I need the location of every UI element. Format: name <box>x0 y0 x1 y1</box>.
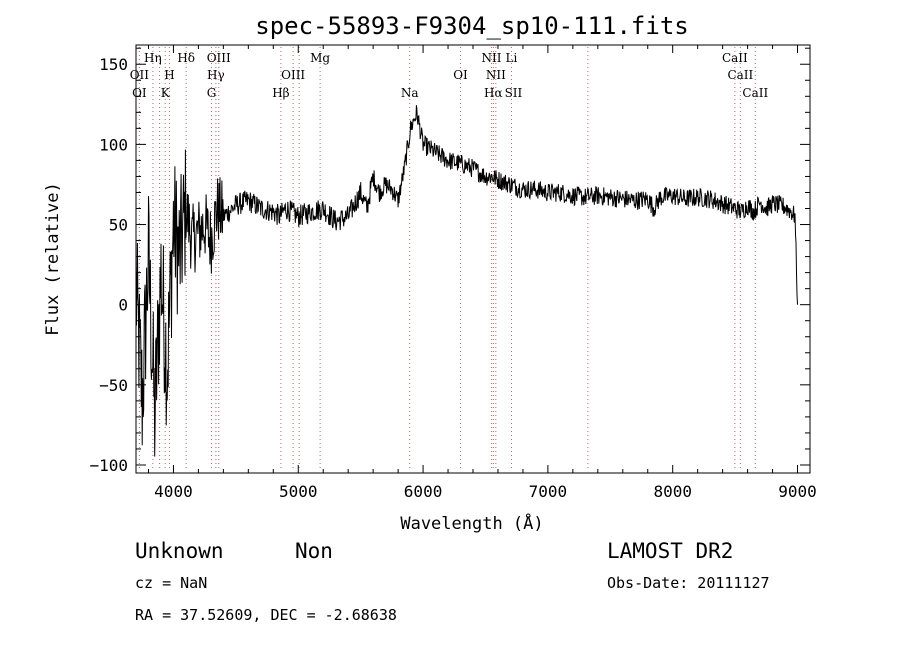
obs-date: Obs-Date: 20111127 <box>607 574 770 592</box>
y-tick-label: −50 <box>99 376 128 395</box>
line-label: H <box>164 68 174 82</box>
line-label: K <box>161 86 171 100</box>
line-label: Hδ <box>177 51 195 65</box>
survey-name: LAMOST DR2 <box>607 539 733 563</box>
x-axis-label: Wavelength (Å) <box>400 512 543 534</box>
line-label: SII <box>505 86 523 100</box>
x-tick-label: 6000 <box>404 482 443 501</box>
line-label: Li <box>506 51 518 65</box>
y-tick-label: −100 <box>89 456 128 475</box>
y-tick-label: 50 <box>109 216 128 235</box>
line-label: CaII <box>742 86 768 100</box>
coordinates: RA = 37.52609, DEC = -2.68638 <box>135 606 397 624</box>
line-label: OI <box>132 86 147 100</box>
line-label: G <box>207 86 217 100</box>
y-tick-label: 100 <box>99 135 128 154</box>
line-label: Hγ <box>207 68 225 82</box>
line-label: Hβ <box>272 86 289 100</box>
line-label: CaII <box>722 51 748 65</box>
line-label: OI <box>453 68 468 82</box>
line-label: Hη <box>144 51 162 65</box>
y-axis: −100 −50 0 50 100 150 <box>89 47 810 475</box>
x-tick-label: 4000 <box>154 482 193 501</box>
line-label: Na <box>401 86 419 100</box>
subclass: Non <box>295 539 333 563</box>
x-axis: 4000 5000 6000 7000 8000 9000 <box>147 45 817 501</box>
y-tick-label: 150 <box>99 55 128 74</box>
line-label: CaII <box>727 68 753 82</box>
y-tick-label: 0 <box>118 296 128 315</box>
line-label: OIII <box>207 51 231 65</box>
x-tick-label: 5000 <box>279 482 318 501</box>
line-label: OIII <box>281 68 305 82</box>
x-tick-label: 8000 <box>653 482 692 501</box>
line-label: NII <box>486 68 506 82</box>
x-tick-label: 7000 <box>529 482 568 501</box>
plot-frame <box>135 44 811 474</box>
y-axis-label: Flux (relative) <box>43 182 63 336</box>
series-flux <box>135 105 798 457</box>
line-label: Hα <box>484 86 503 100</box>
line-label: NII <box>481 51 501 65</box>
line-label: OII <box>130 68 150 82</box>
line-label: Mg <box>310 51 330 65</box>
chart-title: spec-55893-F9304_sp10-111.fits <box>255 12 688 40</box>
line-marks <box>138 47 756 471</box>
x-tick-label: 9000 <box>778 482 817 501</box>
object-type: Unknown <box>135 539 224 563</box>
cz-value: cz = NaN <box>135 574 207 592</box>
